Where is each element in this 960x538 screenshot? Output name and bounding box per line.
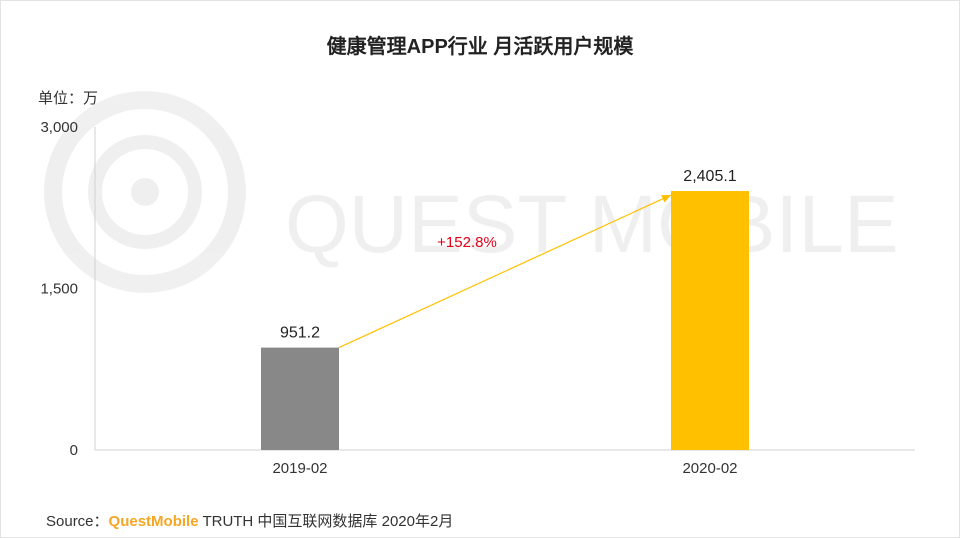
watermark-logo-dot-icon (131, 178, 159, 206)
y-tick-label: 3,000 (40, 119, 78, 136)
watermark: QUEST MOBILE (44, 91, 899, 293)
data-label: 951.2 (280, 325, 320, 342)
chart-title: 健康管理APP行业 月活跃用户规模 (326, 36, 634, 58)
y-tick-label: 0 (70, 442, 78, 459)
growth-label: +152.8% (437, 234, 497, 251)
arrow-head-icon (661, 195, 671, 203)
growth-annotation: +152.8% (338, 194, 672, 349)
source-rest: TRUTH 中国互联网数据库 2020年2月 (198, 513, 454, 530)
x-tick-label: 2020-02 (682, 460, 737, 477)
source-brand: QuestMobile (108, 513, 199, 530)
x-tick-label: 2019-02 (272, 460, 327, 477)
source-note: Source：QuestMobile TRUTH 中国互联网数据库 2020年2… (46, 510, 453, 531)
unit-label: 单位：万 (38, 90, 99, 107)
bars (261, 191, 749, 450)
data-label: 2,405.1 (683, 168, 736, 185)
watermark-text: QUEST MOBILE (285, 179, 899, 270)
bar (261, 347, 339, 450)
value-labels: 951.2 2,405.1 (280, 168, 737, 342)
axes (94, 127, 915, 451)
watermark-logo-icon (44, 91, 246, 293)
bar (671, 191, 749, 450)
y-ticks: 0 1,500 3,000 (40, 119, 78, 459)
source-prefix: Source： (46, 513, 109, 530)
x-tick-labels: 2019-02 2020-02 (272, 460, 737, 477)
y-tick-label: 1,500 (40, 281, 78, 298)
growth-arrow-line (338, 194, 672, 349)
